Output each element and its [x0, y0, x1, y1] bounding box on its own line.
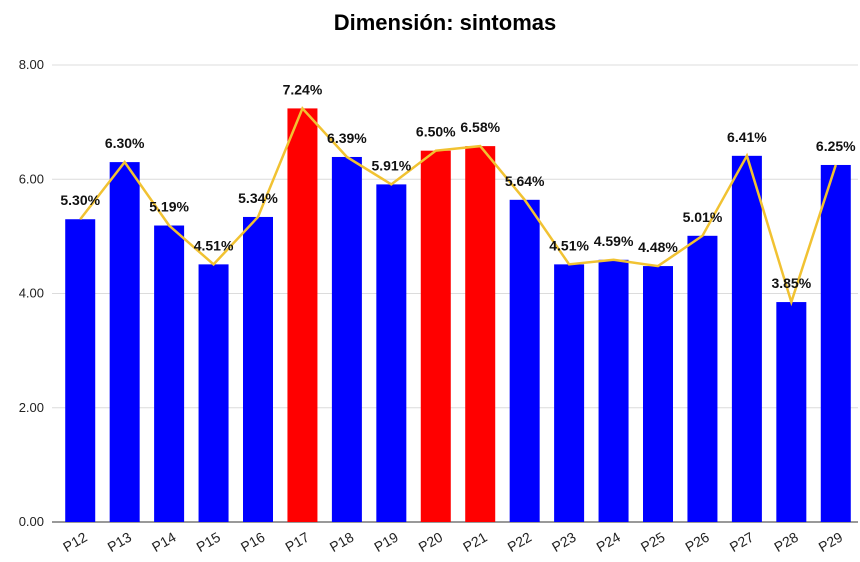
x-tick-label: P12	[60, 529, 90, 555]
bar	[376, 184, 407, 523]
bar	[287, 108, 318, 522]
x-tick-label: P29	[816, 529, 846, 555]
data-label: 5.34%	[238, 190, 278, 206]
data-label: 6.30%	[105, 135, 145, 151]
bar	[154, 225, 185, 523]
x-tick-label: P25	[638, 529, 668, 555]
data-label: 5.30%	[60, 192, 100, 208]
x-tick-label: P19	[371, 529, 401, 555]
x-tick-label: P28	[771, 529, 801, 555]
data-label: 6.25%	[816, 138, 856, 154]
bar	[643, 266, 673, 522]
bar	[420, 150, 451, 522]
y-tick-label: 0.00	[19, 514, 44, 529]
bar	[243, 216, 273, 522]
bar	[198, 264, 229, 522]
line	[79, 106, 837, 307]
bar	[509, 199, 540, 522]
bar	[331, 156, 362, 522]
x-tick-label: P22	[505, 529, 535, 555]
data-label: 3.85%	[771, 275, 811, 291]
bar	[776, 302, 807, 522]
y-tick-label: 8.00	[19, 57, 44, 72]
data-label: 6.58%	[460, 119, 500, 135]
data-label: 7.24%	[283, 81, 323, 97]
x-tick-label: P24	[593, 529, 623, 555]
x-tick-label: P16	[238, 529, 268, 555]
x-tick-label: P20	[416, 529, 446, 555]
x-tick-label: P27	[727, 529, 757, 555]
x-tick-label: P23	[549, 529, 579, 555]
x-tick-label: P21	[460, 529, 490, 555]
data-label: 4.51%	[549, 237, 589, 253]
bar	[65, 219, 96, 523]
y-tick-label: 6.00	[19, 171, 44, 186]
chart-title: Dimensión: sintomas	[334, 10, 556, 35]
data-label: 4.51%	[194, 237, 234, 253]
data-label: 4.48%	[638, 239, 678, 255]
x-tick-label: P13	[105, 529, 135, 555]
data-label: 4.59%	[594, 233, 634, 249]
x-tick-label: P17	[282, 529, 312, 555]
bar	[731, 155, 762, 523]
y-tick-label: 4.00	[19, 286, 44, 301]
bar	[554, 264, 585, 522]
bar	[465, 146, 496, 522]
bar	[109, 162, 140, 523]
data-label: 5.01%	[683, 209, 723, 225]
bar	[687, 235, 718, 522]
bar	[598, 259, 629, 522]
data-label: 5.19%	[149, 199, 189, 215]
data-label: 6.50%	[416, 124, 456, 140]
y-tick-label: 2.00	[19, 400, 44, 415]
data-label: 5.91%	[371, 157, 411, 173]
x-tick-label: P26	[682, 529, 712, 555]
x-tick-label: P14	[149, 529, 179, 555]
x-tick-label: P18	[327, 529, 357, 555]
bar	[820, 164, 851, 522]
x-tick-label: P15	[193, 529, 223, 555]
data-label: 6.41%	[727, 129, 767, 145]
data-label: 6.39%	[327, 130, 367, 146]
data-label: 5.64%	[505, 173, 545, 189]
